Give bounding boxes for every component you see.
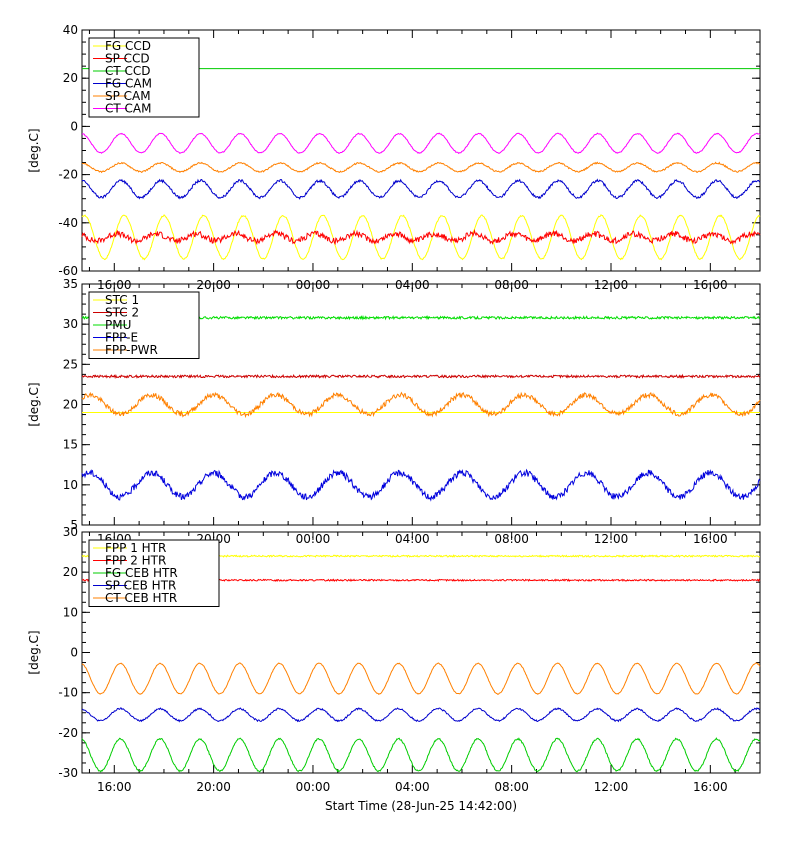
legend-label-3-4: CT CEB HTR — [105, 591, 177, 605]
x-tick-label-3-2: 00:00 — [296, 780, 331, 794]
y-tick-label-3-0: -30 — [58, 766, 78, 780]
y-axis-label-2: [deg.C] — [27, 382, 41, 426]
y-tick-label-2-4: 25 — [63, 357, 78, 371]
y-tick-label-2-1: 10 — [63, 478, 78, 492]
y-tick-label-2-2: 15 — [63, 438, 78, 452]
y-tick-label-1-1: -40 — [58, 216, 78, 230]
y-tick-label-3-6: 30 — [63, 525, 78, 539]
series-ct-ceb-htr — [81, 662, 761, 695]
y-axis-label-3: [deg.C] — [27, 630, 41, 674]
y-tick-label-1-5: 40 — [63, 23, 78, 37]
x-tick-label-3-6: 16:00 — [693, 780, 728, 794]
series-fg-ceb-htr — [81, 737, 761, 773]
series-sp-cam — [81, 161, 761, 174]
y-tick-label-3-3: 0 — [70, 646, 78, 660]
y-tick-label-2-6: 35 — [63, 277, 78, 291]
legend-label-1-2: CT CCD — [105, 64, 151, 78]
x-tick-label-3-5: 12:00 — [594, 780, 629, 794]
y-tick-label-2-0: 5 — [70, 518, 78, 532]
legend-label-3-3: SP CEB HTR — [105, 579, 176, 593]
y-tick-label-3-2: -10 — [58, 686, 78, 700]
x-tick-label-3-0: 16:00 — [97, 780, 132, 794]
legend-label-1-1: SP CCD — [105, 52, 150, 66]
legend-label-1-4: SP CAM — [105, 89, 151, 103]
legend-label-1-3: FG CAM — [105, 77, 152, 91]
series-stc-2 — [81, 373, 761, 379]
series-sp-ccd — [81, 228, 761, 246]
y-tick-label-2-5: 30 — [63, 317, 78, 331]
legend-label-2-0: STC 1 — [105, 293, 139, 307]
legend-label-3-1: FPP 2 HTR — [105, 554, 166, 568]
x-tick-label-3-4: 08:00 — [494, 780, 529, 794]
legend-label-2-4: FPP-PWR — [105, 343, 158, 357]
x-tick-label-3-3: 04:00 — [395, 780, 430, 794]
series-fg-cam — [81, 178, 761, 200]
legend-label-3-0: FPP 1 HTR — [105, 541, 166, 555]
series-fg-ccd — [81, 214, 761, 261]
y-tick-label-1-0: -60 — [58, 264, 78, 278]
y-tick-label-1-4: 20 — [63, 71, 78, 85]
series-fpp-pwr — [81, 391, 761, 419]
legend-label-1-0: FG CCD — [105, 39, 151, 53]
legend-label-3-2: FG CEB HTR — [105, 566, 178, 580]
y-tick-label-3-5: 20 — [63, 565, 78, 579]
legend-label-2-1: STC 2 — [105, 306, 139, 320]
series-fpp-e — [81, 468, 761, 502]
y-tick-label-3-1: -20 — [58, 726, 78, 740]
series-ct-cam — [81, 132, 761, 155]
y-tick-label-2-3: 20 — [63, 398, 78, 412]
y-axis-label-1: [deg.C] — [27, 128, 41, 172]
legend-box-1 — [88, 37, 200, 118]
legend-label-2-2: PMU — [105, 318, 131, 332]
legend-label-2-3: FPP-E — [105, 331, 138, 345]
series-sp-ceb-htr — [81, 707, 761, 723]
x-axis-label: Start Time (28-Jun-25 14:42:00) — [325, 799, 517, 813]
x-tick-label-3-1: 20:00 — [196, 780, 231, 794]
y-tick-label-1-2: -20 — [58, 168, 78, 182]
y-tick-label-1-3: 0 — [70, 119, 78, 133]
legend-label-1-5: CT CAM — [105, 102, 151, 116]
y-tick-label-3-4: 10 — [63, 605, 78, 619]
